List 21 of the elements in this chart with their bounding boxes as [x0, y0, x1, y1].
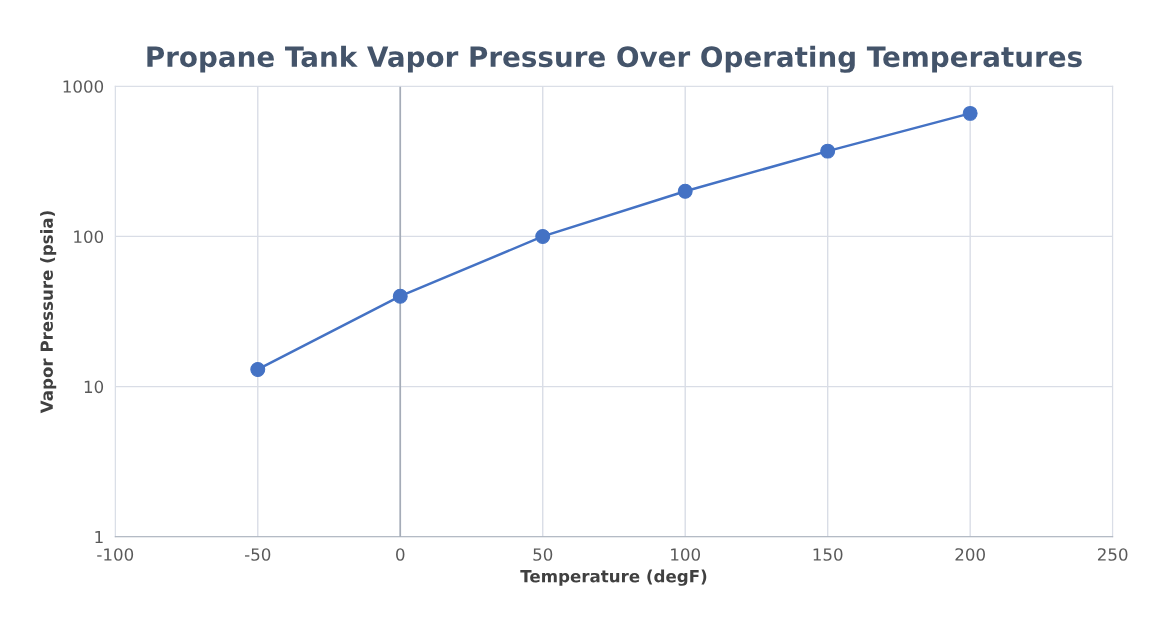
x-tick-label: 50 — [533, 548, 553, 561]
x-axis-title: Temperature (degF) — [520, 569, 707, 586]
point — [250, 362, 266, 377]
x-tick-label: 0 — [396, 548, 405, 561]
chart-title: Propane Tank Vapor Pressure Over Operating Temperatures — [147, 45, 1082, 73]
point — [820, 143, 836, 159]
y-tick-label: 1000 — [63, 80, 104, 93]
x-tick-label: -50 — [244, 548, 271, 561]
y-tick-label: 100 — [74, 230, 104, 243]
y-tick-label: 10 — [84, 380, 104, 394]
point — [962, 105, 978, 121]
x-tick-label: 150 — [813, 548, 843, 561]
y-tick-label: 1 — [95, 530, 103, 544]
x-tick-label: 250 — [1097, 548, 1128, 561]
y-axis-title: Vapor Pressure (psia) — [40, 211, 57, 414]
x-tick-label: 100 — [671, 548, 701, 561]
x-tick-label: -100 — [97, 548, 134, 561]
x-tick-label: 200 — [955, 548, 985, 561]
point — [392, 288, 408, 304]
point — [677, 183, 693, 199]
point — [535, 228, 551, 244]
